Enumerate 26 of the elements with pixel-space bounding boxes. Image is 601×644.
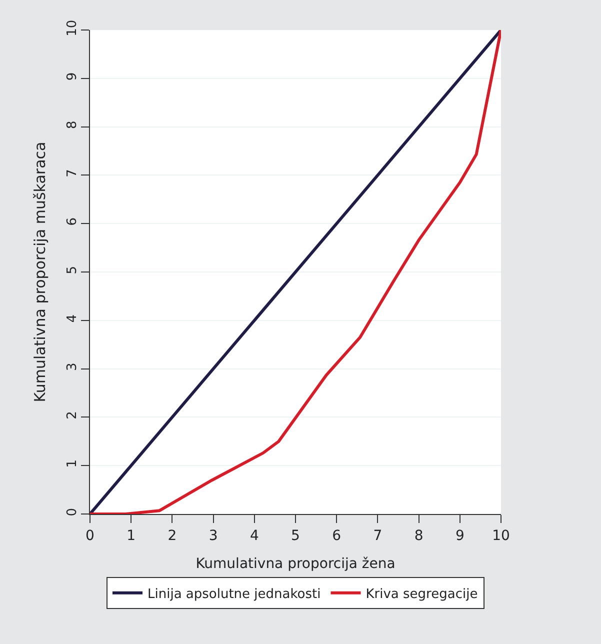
x-tick-label: 0 [86, 528, 94, 544]
y-tick-label: 1 [64, 460, 80, 468]
x-tick-label: 6 [332, 528, 342, 544]
x-tick-label: 2 [168, 528, 177, 544]
y-tick-label: 5 [64, 266, 80, 274]
x-tick-label: 10 [492, 528, 510, 544]
y-axis-title: Kumulativna proporcija muškaraca [31, 142, 50, 402]
x-tick-label: 4 [250, 528, 259, 544]
legend-label: Linija apsolutne jednakosti [148, 586, 321, 602]
x-tick-label: 1 [126, 528, 136, 544]
x-axis-title: Kumulativna proporcija žena [196, 556, 396, 572]
y-tick-label: 7 [64, 169, 80, 178]
x-tick-label: 8 [414, 528, 424, 544]
y-tick-label: 9 [64, 72, 80, 81]
y-tick-label: 0 [64, 508, 80, 516]
y-tick-label: 4 [64, 314, 80, 323]
y-tick-label: 2 [64, 411, 80, 420]
x-tick-label: 9 [455, 528, 464, 544]
y-tick-label: 6 [64, 218, 80, 226]
x-tick-label: 5 [291, 528, 300, 544]
x-tick-label: 3 [208, 528, 218, 544]
y-tick-label: 10 [64, 20, 80, 36]
x-tick-label: 7 [373, 528, 382, 544]
y-tick-label: 3 [64, 362, 80, 371]
y-tick-label: 8 [64, 120, 80, 129]
legend-label: Kriva segregacije [366, 586, 478, 602]
